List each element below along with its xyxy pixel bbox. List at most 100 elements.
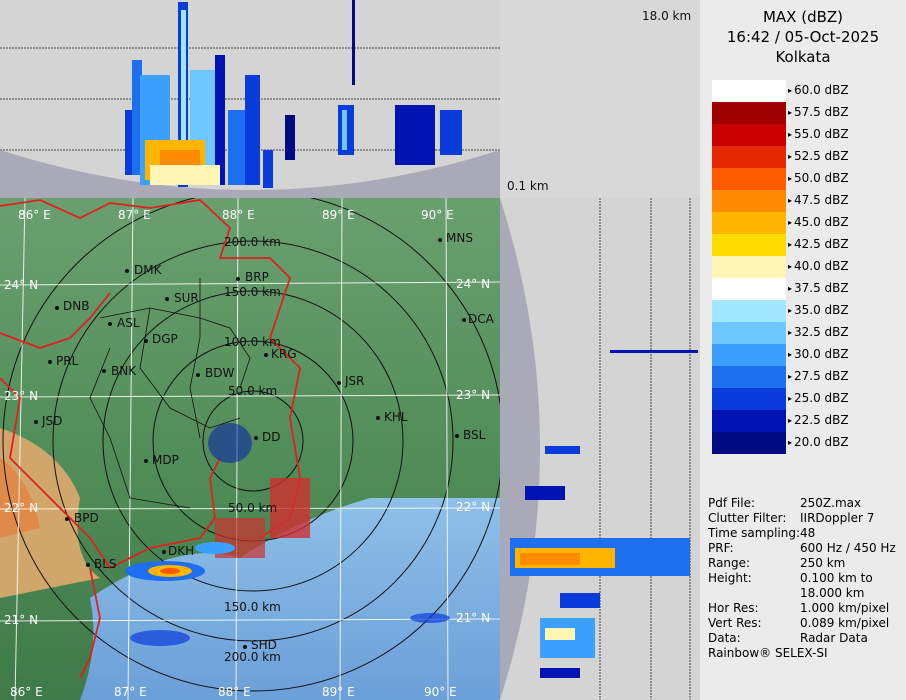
- range-label-100-north: 100.0 km: [224, 335, 281, 349]
- info-key: Pdf File:: [708, 496, 756, 510]
- range-label-50-south: 50.0 km: [228, 501, 278, 515]
- lat-label-right-2: 23° N: [456, 388, 491, 402]
- info-key: Hor Res:: [708, 601, 759, 615]
- legend-swatch: [712, 212, 786, 234]
- legend-label: 57.5 dBZ: [788, 105, 849, 119]
- district-borders: [89, 278, 251, 509]
- top-cross-section-panel: [0, 0, 500, 198]
- city-label-bls: BLS: [94, 557, 117, 571]
- legend-label: 30.0 dBZ: [788, 347, 849, 361]
- lon-label-bottom-2: 87° E: [114, 685, 147, 699]
- info-key: Data:: [708, 631, 741, 645]
- lon-label-bottom-1: 86° E: [10, 685, 43, 699]
- info-value: 250 km: [800, 556, 846, 570]
- city-dots: [34, 238, 466, 649]
- legend-swatch: [712, 432, 786, 454]
- legend-swatch: [712, 256, 786, 278]
- lat-label-right-4: 21° N: [456, 611, 491, 625]
- city-label-dnb: DNB: [63, 299, 90, 313]
- top-echo-cells: [125, 0, 462, 188]
- lat-label-right-1: 24° N: [456, 277, 491, 291]
- legend-swatch: [712, 234, 786, 256]
- city-label-mns: MNS: [446, 231, 473, 245]
- range-label-150-south: 150.0 km: [224, 600, 281, 614]
- lon-label-top-3: 88° E: [222, 208, 255, 222]
- range-label-200-south: 200.0 km: [224, 650, 281, 664]
- info-value: 600 Hz / 450 Hz: [800, 541, 896, 555]
- legend-swatch: [712, 410, 786, 432]
- lon-label-top-4: 89° E: [322, 208, 355, 222]
- lon-label-top-2: 87° E: [118, 208, 151, 222]
- legend-swatch: [712, 190, 786, 212]
- legend-swatch: [712, 102, 786, 124]
- info-key: Height:: [708, 571, 752, 585]
- city-label-asl: ASL: [117, 316, 140, 330]
- legend-swatch: [712, 322, 786, 344]
- legend-swatch: [712, 124, 786, 146]
- city-label-khl: KHL: [384, 410, 408, 424]
- info-value: IIRDoppler 7: [800, 511, 875, 525]
- city-label-bpd: BPD: [74, 511, 99, 525]
- info-value: 48: [800, 526, 816, 540]
- product-title: MAX (dBZ): [762, 8, 844, 26]
- legend-label: 45.0 dBZ: [788, 215, 849, 229]
- legend-label: 22.5 dBZ: [788, 413, 849, 427]
- lon-label-top-5: 90° E: [421, 208, 454, 222]
- city-label-dmk: DMK: [134, 263, 162, 277]
- info-key: Time sampling:: [708, 526, 801, 540]
- legend-swatch: [712, 80, 786, 102]
- city-label-bnk: BNK: [111, 364, 137, 378]
- city-label-prl: PRL: [56, 354, 79, 368]
- legend-label: 52.5 dBZ: [788, 149, 849, 163]
- city-label-dkh: DKH: [168, 544, 195, 558]
- right-cross-section-plot: [500, 198, 698, 700]
- footer-brand: Rainbow® SELEX-SI: [708, 646, 828, 660]
- map-echo-cells: [125, 423, 450, 646]
- info-value: 0.089 km/pixel: [800, 616, 890, 630]
- radar-map-canvas: [0, 198, 500, 700]
- top-cross-section-plot: [0, 0, 500, 198]
- city-label-dd: DD: [262, 430, 281, 444]
- info-value: 0.100 km to: [800, 571, 873, 585]
- lat-label-left-1: 24° N: [4, 278, 39, 292]
- legend-label: 47.5 dBZ: [788, 193, 849, 207]
- lon-label-bottom-3: 88° E: [218, 685, 251, 699]
- info-key: Vert Res:: [708, 616, 762, 630]
- info-key: PRF:: [708, 541, 734, 555]
- info-value: Radar Data: [800, 631, 868, 645]
- station-name: Kolkata: [775, 48, 831, 66]
- legend-label: 32.5 dBZ: [788, 325, 849, 339]
- legend-label: 27.5 dBZ: [788, 369, 849, 383]
- info-key: Range:: [708, 556, 751, 570]
- range-rings: [2, 198, 500, 692]
- city-label-krg: KRG: [271, 347, 297, 361]
- legend-label: 40.0 dBZ: [788, 259, 849, 273]
- legend-panel: MAX (dBZ) 16:42 / 05-Oct-2025 Kolkata 60…: [700, 0, 906, 700]
- legend-swatch: [712, 300, 786, 322]
- city-label-jsr: JSR: [345, 374, 365, 388]
- lat-label-left-2: 23° N: [4, 389, 39, 403]
- lon-label-bottom-5: 90° E: [424, 685, 457, 699]
- legend-swatch: [712, 344, 786, 366]
- height-label-top: 18.0 km: [642, 9, 692, 23]
- corner-gap: 18.0 km 0.1 km: [500, 0, 700, 198]
- legend-label: 55.0 dBZ: [788, 127, 849, 141]
- range-label-150-north: 150.0 km: [224, 285, 281, 299]
- legend-swatch: [712, 168, 786, 190]
- right-echo-cells: [510, 350, 698, 678]
- city-label-bsl: BSL: [463, 428, 486, 442]
- info-value: 1.000 km/pixel: [800, 601, 890, 615]
- state-borders: [0, 199, 301, 679]
- legend-swatch: [712, 146, 786, 168]
- lon-label-top-1: 86° E: [18, 208, 51, 222]
- lat-label-right-3: 22° N: [456, 500, 491, 514]
- delta-echoes: [215, 478, 310, 558]
- legend-label: 50.0 dBZ: [788, 171, 849, 185]
- city-label-sur: SUR: [174, 291, 199, 305]
- city-label-dca: DCA: [468, 312, 494, 326]
- legend-label: 25.0 dBZ: [788, 391, 849, 405]
- city-label-shd: SHD: [251, 638, 277, 652]
- city-label-jsd: JSD: [42, 414, 63, 428]
- city-label-brp: BRP: [245, 270, 269, 284]
- legend-swatch: [712, 278, 786, 300]
